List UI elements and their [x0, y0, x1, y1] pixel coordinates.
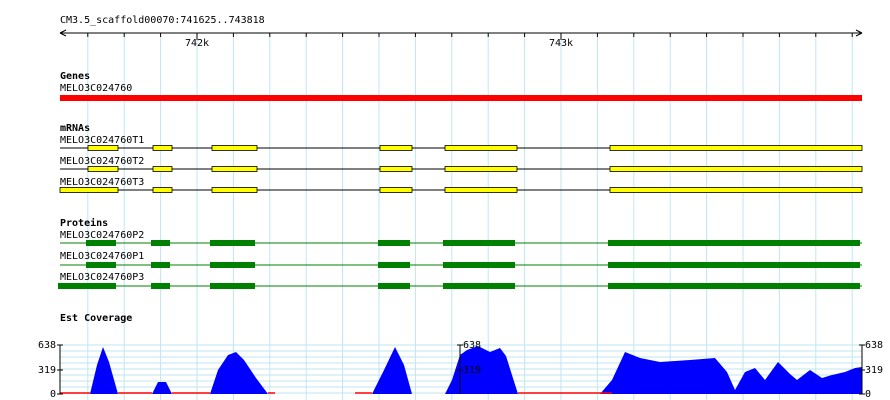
feature-label: MELO3C024760P3 — [60, 272, 144, 283]
exon — [87, 145, 119, 151]
exon — [152, 145, 173, 151]
cds — [210, 283, 255, 289]
feature-label: MELO3C024760T2 — [60, 156, 144, 167]
cds — [86, 262, 116, 268]
exon — [444, 145, 518, 151]
exon — [59, 187, 119, 193]
cds — [151, 240, 170, 246]
cds — [86, 240, 116, 246]
cds — [608, 283, 860, 289]
ruler-tick-label: 742k — [185, 38, 209, 49]
exon — [609, 187, 863, 193]
feature-label: MELO3C024760T3 — [60, 177, 144, 188]
cds — [210, 262, 255, 268]
cds — [443, 240, 515, 246]
feature-label: MELO3C024760P2 — [60, 230, 144, 241]
exon — [152, 187, 173, 193]
exon — [152, 166, 173, 172]
track-title: mRNAs — [60, 123, 90, 134]
exon — [211, 145, 258, 151]
scale-label: 319 — [463, 365, 481, 376]
cds — [378, 283, 410, 289]
ruler-arrows — [59, 29, 863, 37]
cds — [378, 240, 410, 246]
scale-label: 319 — [865, 365, 883, 376]
scale-label: 638 — [38, 340, 56, 351]
cds — [443, 283, 515, 289]
exon — [609, 145, 863, 151]
exon — [609, 166, 863, 172]
cds — [608, 262, 860, 268]
ruler-tick-label: 743k — [549, 38, 573, 49]
exon — [444, 166, 518, 172]
track-title: Est Coverage — [60, 313, 132, 324]
scale-label: 319 — [38, 365, 56, 376]
cds — [378, 262, 410, 268]
cds — [443, 262, 515, 268]
cds — [151, 283, 170, 289]
ruler-label: CM3.5_scaffold00070:741625..743818 — [60, 15, 265, 26]
gene-bar — [60, 95, 862, 101]
exon — [87, 166, 119, 172]
exon — [379, 145, 413, 151]
exon — [379, 187, 413, 193]
track-title: Genes — [60, 71, 90, 82]
cds — [58, 283, 116, 289]
scale-label: 0 — [50, 389, 56, 400]
scale-label: 638 — [865, 340, 883, 351]
coverage: 638 319 0 638 319 638 319 0 — [38, 340, 883, 400]
exon — [211, 166, 258, 172]
features — [58, 145, 863, 289]
exon — [444, 187, 518, 193]
track-title: Proteins — [60, 217, 108, 229]
cds — [151, 262, 170, 268]
scale-label: 0 — [865, 389, 871, 400]
cds — [608, 240, 860, 246]
feature-label: MELO3C024760T1 — [60, 135, 144, 146]
cds — [210, 240, 255, 246]
scale-label: 638 — [463, 340, 481, 351]
feature-label: MELO3C024760P1 — [60, 251, 144, 262]
exon — [211, 187, 258, 193]
exon — [379, 166, 413, 172]
feature-label: MELO3C024760 — [60, 83, 132, 94]
